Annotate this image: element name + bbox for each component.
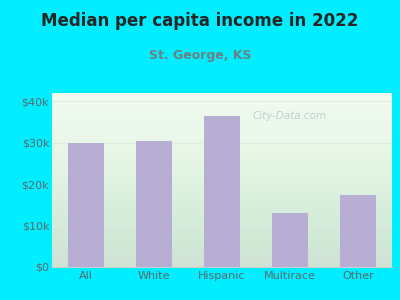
Bar bbox=[272, 213, 308, 267]
Bar bbox=[136, 141, 172, 267]
Text: City-Data.com: City-Data.com bbox=[253, 111, 327, 121]
Bar bbox=[340, 194, 376, 267]
Bar bbox=[204, 116, 240, 267]
Text: St. George, KS: St. George, KS bbox=[149, 49, 251, 62]
Bar bbox=[68, 143, 104, 267]
Text: Median per capita income in 2022: Median per capita income in 2022 bbox=[41, 12, 359, 30]
